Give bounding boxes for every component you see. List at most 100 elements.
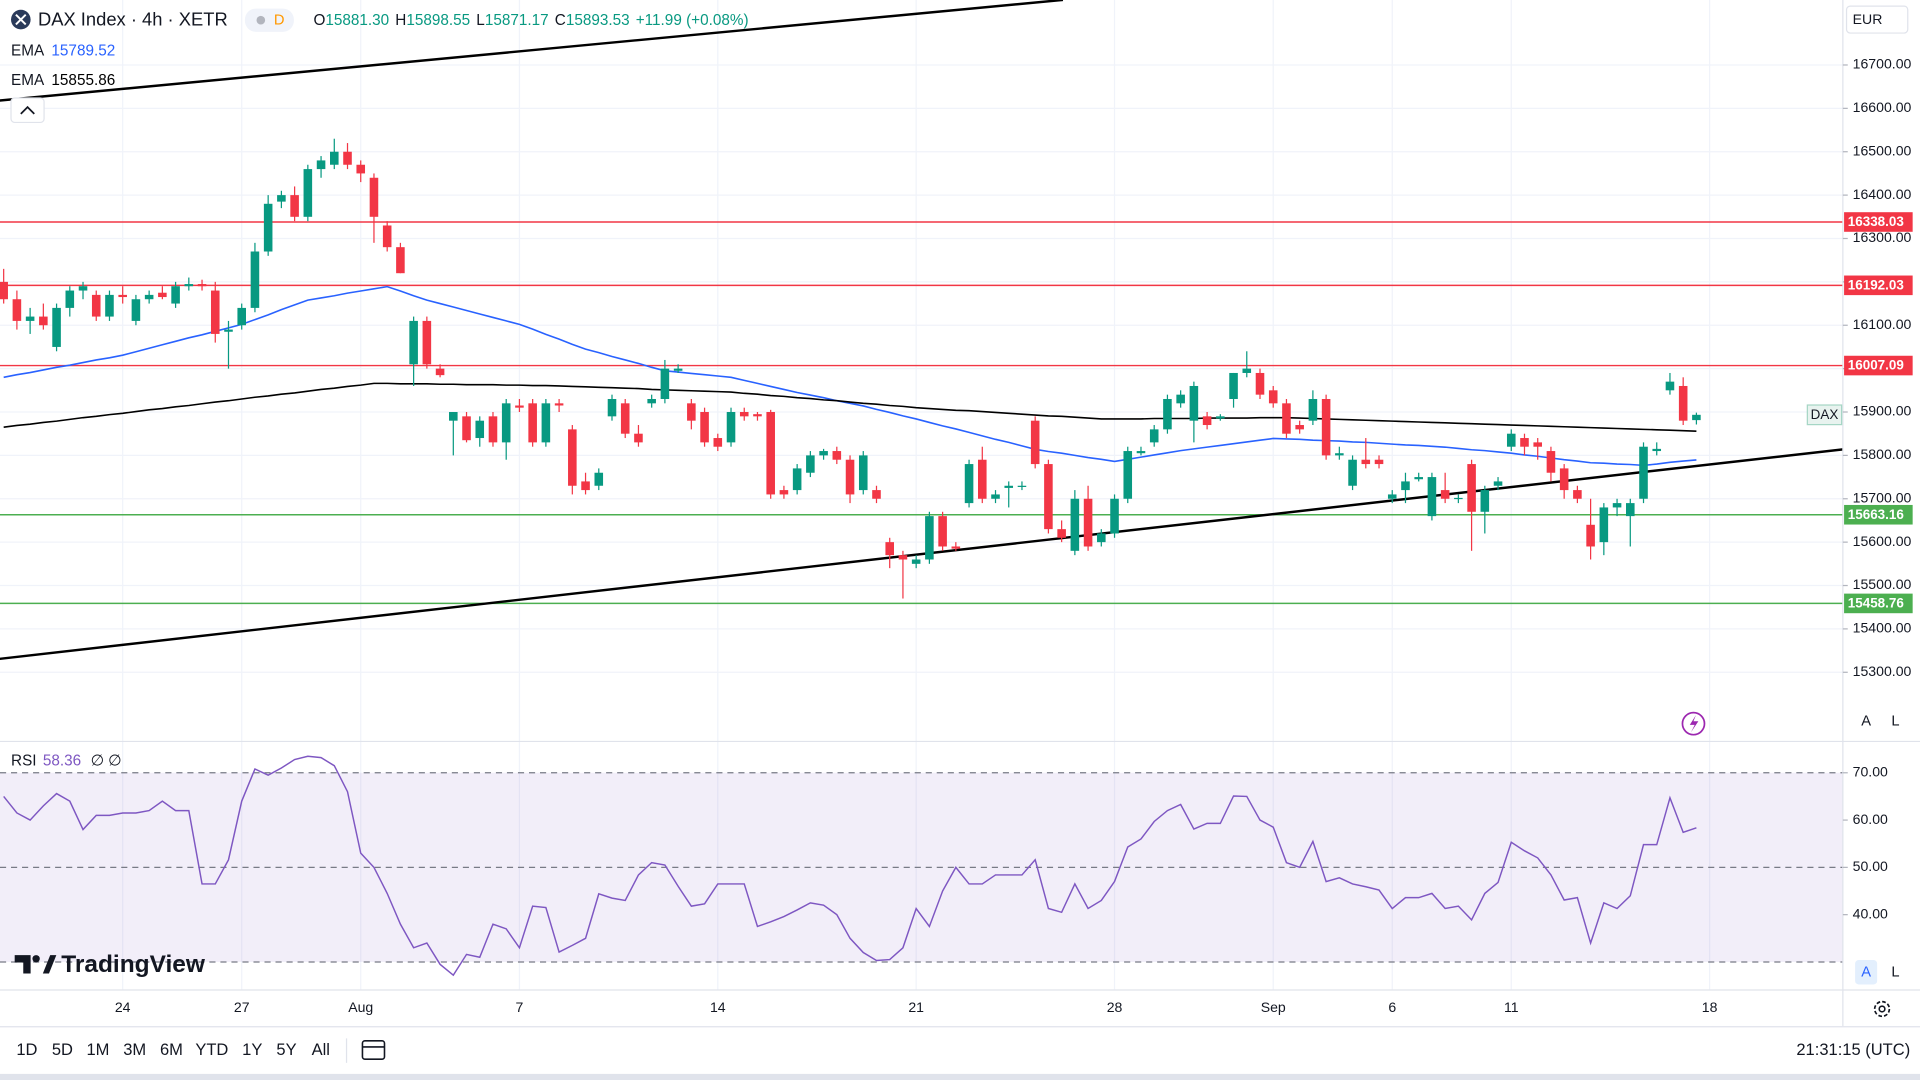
candle-body [1229,372,1238,399]
rsi-title: RSI [11,753,37,770]
auto-scale-button[interactable] [1855,960,1878,985]
y-tick-label: 16100.00 [1853,316,1912,332]
candle-body [858,455,868,491]
y-tick-label: 15400.00 [1853,620,1912,636]
candle-body [501,403,511,443]
x-tick-label: 21 [908,999,924,1015]
timeframe-button[interactable]: 5Y [276,1040,296,1059]
axis-layer: 24 27 Aug 7 14 21 28 Sep 6 11 18 15300.00 15400.00 15… [0,0,1920,1028]
candle-body [700,412,709,443]
candle-body [1546,451,1556,473]
settings-icon[interactable] [1873,1000,1891,1018]
y-tick-label: 16600.00 [1853,99,1912,115]
candle-body [250,251,260,308]
timeframe-button[interactable]: 3M [123,1040,146,1059]
candle-body [1295,425,1304,430]
candle-body [171,286,180,304]
candle-body [409,320,418,365]
level-label: 16338.03 [1848,214,1904,229]
settings-icon-core [1878,1005,1886,1013]
candle-body [1401,481,1410,491]
candle-body [1599,507,1609,543]
auto-scale: A [1861,714,1871,730]
candle-body [158,292,167,298]
y-tick-label: 15500.00 [1853,576,1912,592]
candle-body [1176,394,1185,404]
auto-scale-button[interactable] [1855,708,1878,734]
candle-body [105,294,114,317]
candle-body [898,555,908,560]
candle-body [65,290,75,308]
alert-icon-bolt [1689,715,1699,733]
candle-body [1639,446,1648,499]
candle-body [978,459,987,499]
log-scale-button[interactable] [1884,708,1907,734]
bottom-strip [0,1073,1920,1080]
badge-dot [256,15,266,25]
candle-body [1149,429,1159,443]
candle-body [0,281,8,300]
candle-body [303,169,313,217]
timeframe-button[interactable]: 6M [160,1040,183,1059]
candle-body [1440,490,1450,499]
level-label: 15663.16 [1848,507,1904,522]
y-tick-label: 70.00 [1853,764,1888,780]
y-tick-label: 15800.00 [1853,446,1912,462]
candle-body [1652,448,1662,452]
candle-body [1427,477,1437,517]
log-scale-button[interactable] [1884,960,1907,985]
candle-body [1533,442,1542,447]
candle-body [131,299,141,321]
collapse-icon [20,105,35,115]
date-range-button[interactable] [361,1040,386,1060]
symbol-tag-bg [1806,404,1843,426]
x-tick-label: 11 [1504,999,1519,1015]
candle-body [647,398,656,404]
candle-body [1110,498,1119,534]
ema-legend-name: EMA [11,42,45,59]
quote-key: L [476,12,485,29]
x-tick-label: 18 [1702,999,1718,1015]
ema-line [3,382,1697,432]
symbol-icon-glyph [15,14,27,26]
timeframe-button[interactable]: 1Y [242,1040,262,1059]
ema-legend-name: EMA [11,72,45,89]
timeframe-button[interactable]: YTD [195,1040,228,1059]
candle-body [1612,503,1622,508]
candle-body [739,412,749,417]
price-pane [0,0,1843,661]
timeframe-button[interactable]: 1M [86,1040,109,1059]
timeframe-button[interactable]: All [312,1040,330,1059]
grid-layer [0,0,1843,990]
candle-body [687,403,696,421]
candle-body [197,284,207,287]
candle-body [1493,481,1503,486]
candle-body [1044,464,1053,530]
candle-body [343,151,352,165]
candle-body [78,286,88,291]
candle-body [806,455,815,473]
candle-body [951,546,961,549]
candle-body [1626,503,1635,517]
currency-button[interactable] [1845,5,1909,34]
candle-body [554,403,564,406]
candle-body [1057,529,1066,538]
clock: 21:31:15 (UTC) [1796,1040,1910,1059]
candle-body [1070,498,1080,551]
candle-body [277,195,286,202]
candle-body [1097,533,1106,543]
candle-body [938,516,947,547]
rsi-pane [0,755,1843,977]
y-tick-label: 16700.00 [1853,56,1912,72]
candle-body [1268,390,1278,404]
timeframe-button[interactable]: 5D [52,1040,73,1059]
candle-body [382,225,392,248]
candle-body [753,414,762,417]
candle-body [673,368,683,371]
timeframe-button[interactable]: 1D [16,1040,37,1059]
collapse-button[interactable] [10,97,45,124]
level-label-bg [1844,593,1913,614]
candle-body [356,164,366,174]
candle-body [184,284,194,287]
candle-body [263,203,273,252]
